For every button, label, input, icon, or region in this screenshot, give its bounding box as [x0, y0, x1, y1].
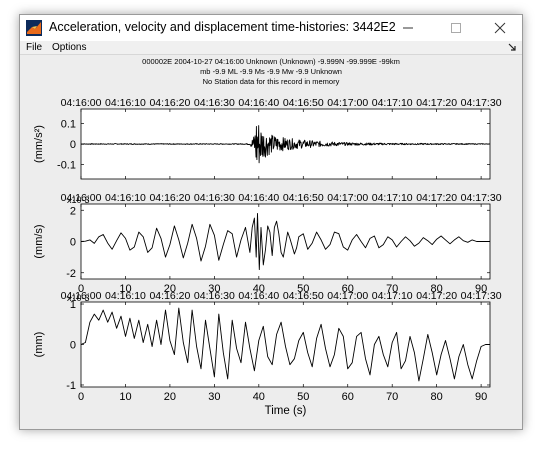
velocity-top-tick-label: 04:16:20: [149, 192, 190, 204]
velocity-x-tick-label: 70: [386, 283, 398, 295]
acceleration-y-tick-label: 0.1: [61, 118, 76, 130]
window-title: Acceleration, velocity and displacement …: [49, 20, 396, 34]
displacement-x-tick-label: 40: [253, 391, 265, 403]
displacement-y-tick-label: 1: [70, 299, 76, 311]
time-history-plots: 04:16:00 04:16:10 04:16:20 04:16:30 04:16:40…: [33, 97, 502, 417]
displacement-x-tick-label: 60: [342, 391, 354, 403]
velocity-x-tick-label: 80: [431, 283, 443, 295]
velocity-x-tick-label: 40: [253, 283, 265, 295]
displacement-top-tick-label: 04:16:30: [194, 290, 235, 302]
displacement-y-tick-label: -1: [66, 380, 76, 392]
acceleration-top-tick-label: 04:16:20: [149, 97, 190, 109]
velocity-y-tick-label: 2: [70, 205, 76, 217]
velocity-axes-box: [80, 203, 491, 280]
velocity-x-tick-label: 60: [342, 283, 354, 295]
velocity-x-tick-label: 10: [119, 283, 131, 295]
displacement-series-line: [80, 307, 490, 382]
displacement-top-tick-label: 04:16:00: [61, 290, 102, 302]
acceleration-top-tick-label: 04:16:10: [105, 97, 146, 109]
menu-bar: File Options: [20, 41, 522, 55]
magnitude-info-line: mb -9.9 ML -9.9 Ms -9.9 Mw -9.9 Unknown: [200, 67, 342, 76]
velocity-x-tick-label: 0: [78, 283, 84, 295]
velocity-top-tick-label: 04:17:30: [461, 192, 502, 204]
velocity-top-tick-label: 04:16:10: [105, 192, 146, 204]
figure-window: Acceleration, velocity and displacement …: [19, 14, 523, 430]
close-icon: [494, 22, 506, 34]
displacement-top-tick-label: 04:16:10: [105, 290, 146, 302]
velocity-top-tick-label: 04:17:00: [327, 192, 368, 204]
velocity-series-line: [80, 212, 490, 271]
displacement-x-tick-label: 10: [119, 391, 131, 403]
close-button[interactable]: [478, 15, 522, 41]
menu-options[interactable]: Options: [52, 42, 87, 53]
menu-file[interactable]: File: [26, 42, 43, 53]
displacement-x-tick-label: 30: [208, 391, 220, 403]
displacement-x-tick-label: 20: [164, 391, 176, 403]
displacement-top-tick-label: 04:17:30: [461, 290, 502, 302]
velocity-y-axis-label: (mm/s): [33, 224, 45, 258]
displacement-x-axis-label: Time (s): [265, 405, 307, 417]
minimize-icon: [403, 27, 413, 29]
acceleration-top-tick-label: 04:17:30: [461, 97, 502, 109]
displacement-exponent-label: x10-3: [67, 293, 90, 303]
displacement-x-tick-label: 80: [431, 391, 443, 403]
velocity-top-tick-label: 04:17:20: [416, 192, 457, 204]
velocity-top-tick-label: 04:16:50: [283, 192, 324, 204]
velocity-exponent-label: x10-3: [67, 195, 90, 205]
velocity-x-tick-label: 20: [164, 283, 176, 295]
displacement-x-tick-label: 50: [297, 391, 309, 403]
displacement-y-axis-label: (mm): [33, 332, 45, 358]
velocity-top-tick-label: 04:16:30: [194, 192, 235, 204]
displacement-top-tick-label: 04:16:40: [238, 290, 279, 302]
velocity-x-tick-label: 30: [208, 283, 220, 295]
velocity-top-tick-label: 04:17:10: [372, 192, 413, 204]
acceleration-top-tick-label: 04:16:50: [283, 97, 324, 109]
velocity-x-tick-label: 50: [297, 283, 309, 295]
acceleration-top-tick-label: 04:17:20: [416, 97, 457, 109]
minimize-button[interactable]: [386, 15, 430, 41]
acceleration-top-tick-label: 04:16:00: [61, 97, 102, 109]
displacement-top-tick-label: 04:17:10: [372, 290, 413, 302]
displacement-x-tick-label: 0: [78, 391, 84, 403]
velocity-x-tick-label: 90: [475, 283, 487, 295]
acceleration-top-tick-label: 04:17:00: [327, 97, 368, 109]
acceleration-y-axis-label: (mm/s²): [33, 125, 45, 163]
displacement-top-tick-label: 04:16:20: [149, 290, 190, 302]
maximize-icon: [451, 23, 461, 33]
acceleration-y-tick-label: -0.1: [57, 160, 76, 172]
velocity-top-tick-label: 04:16:40: [238, 192, 279, 204]
displacement-x-tick-label: 90: [475, 391, 487, 403]
velocity-y-tick-label: -2: [66, 268, 76, 280]
event-info-line: 000002E 2004-10-27 04:16:00 Unknown (Unk…: [142, 57, 400, 66]
displacement-y-tick-label: 0: [70, 340, 76, 352]
title-bar[interactable]: Acceleration, velocity and displacement …: [20, 15, 522, 41]
velocity-y-tick-label: 0: [70, 237, 76, 249]
displacement-x-tick-label: 70: [386, 391, 398, 403]
station-info-line: No Station data for this record in memor…: [202, 77, 340, 86]
maximize-button[interactable]: [434, 15, 478, 41]
acceleration-series-line: [80, 125, 491, 164]
acceleration-y-tick-label: 0: [70, 139, 76, 151]
displacement-top-tick-label: 04:16:50: [283, 290, 324, 302]
dock-arrow-icon[interactable]: [508, 43, 517, 52]
displacement-top-tick-label: 04:17:00: [327, 290, 368, 302]
velocity-top-tick-label: 04:16:00: [61, 192, 102, 204]
acceleration-top-tick-label: 04:17:10: [372, 97, 413, 109]
acceleration-top-tick-label: 04:16:40: [238, 97, 279, 109]
acceleration-top-tick-label: 04:16:30: [194, 97, 235, 109]
matlab-figure-icon: [26, 20, 42, 36]
displacement-top-tick-label: 04:17:20: [416, 290, 457, 302]
